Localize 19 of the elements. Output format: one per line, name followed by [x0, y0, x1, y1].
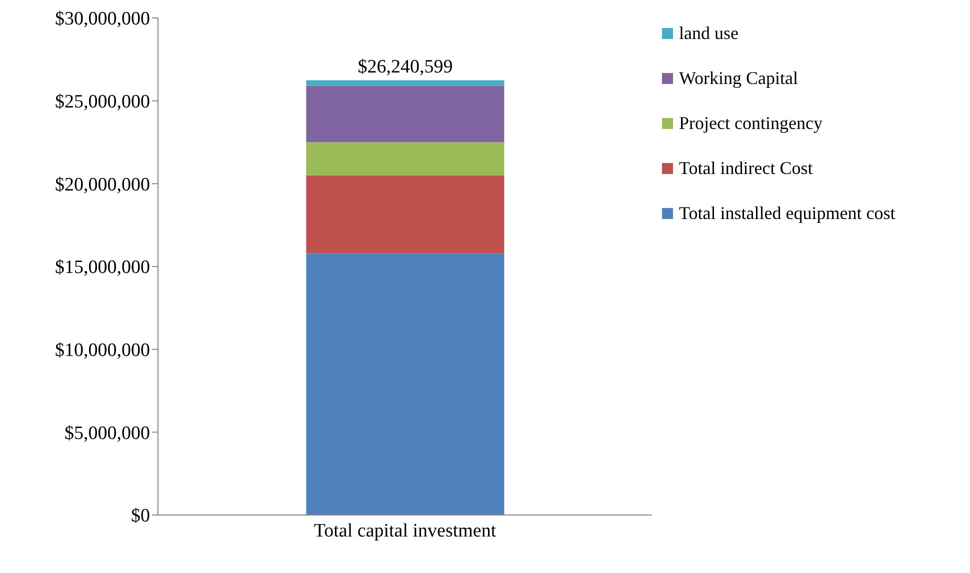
- y-tick-label: $0: [131, 506, 150, 527]
- x-tick-label: Total capital investment: [314, 520, 497, 542]
- bar: [306, 80, 504, 86]
- legend-label: Total indirect Cost: [679, 158, 813, 179]
- y-tick-label: $30,000,000: [55, 8, 150, 30]
- bar: [306, 86, 504, 142]
- y-tick-label: $15,000,000: [55, 257, 150, 278]
- legend-label: Total installed equipment cost: [679, 203, 896, 224]
- y-tick-label: $5,000,000: [64, 422, 150, 444]
- legend-label: land use: [679, 23, 738, 44]
- bar: [306, 142, 504, 176]
- bar: [306, 175, 504, 254]
- bar: [306, 253, 504, 515]
- legend-label: Project contingency: [679, 113, 822, 134]
- total-label: $26,240,599: [358, 56, 453, 78]
- y-tick-label: $10,000,000: [55, 340, 150, 362]
- y-tick-label: $20,000,000: [55, 174, 150, 196]
- y-tick-label: $25,000,000: [55, 92, 150, 113]
- legend-label: Working Capital: [679, 68, 798, 89]
